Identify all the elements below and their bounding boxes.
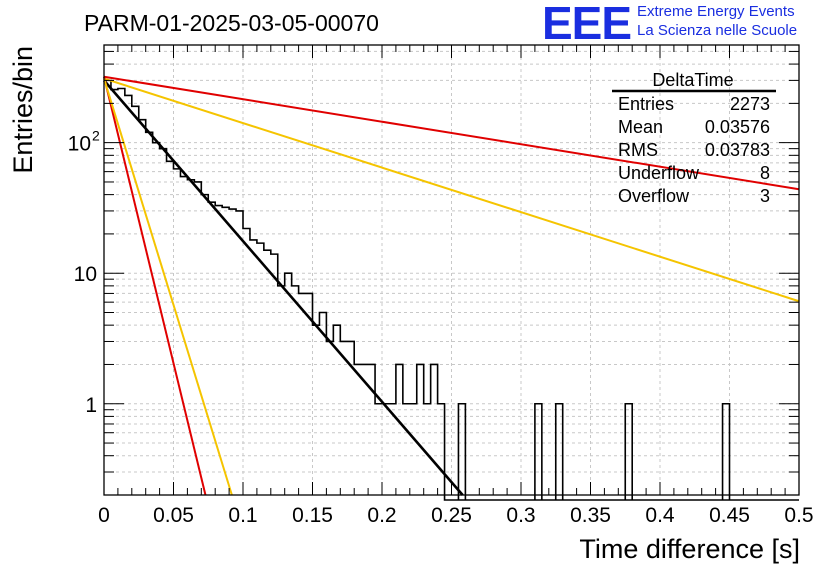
stats-row-label: Mean: [618, 117, 663, 137]
run-title: PARM-01-2025-03-05-00070: [84, 10, 379, 36]
y-tick-label: 10: [74, 263, 97, 286]
grid-layer: [104, 45, 799, 495]
fit-line: [103, 79, 464, 496]
stats-row-label: Underflow: [618, 163, 700, 183]
stats-row-label: Overflow: [618, 186, 690, 206]
x-tick-label: 0.1: [228, 504, 257, 527]
x-tick-label: 0.15: [292, 504, 333, 527]
logo-tagline-1: Extreme Energy Events: [637, 3, 795, 20]
fit-lines-layer: [103, 75, 800, 496]
histogram-bin: [624, 402, 633, 500]
y-tick-exponent: 2: [92, 128, 100, 144]
histogram-bin: [534, 402, 543, 500]
axis-ticks: [103, 45, 800, 496]
x-tick-label: 0.45: [709, 504, 750, 527]
stats-row-value: 8: [760, 163, 770, 183]
logo-tagline-2: La Scienza nelle Scuole: [637, 22, 798, 39]
x-tick-label: 0.05: [153, 504, 194, 527]
fit-line: [103, 77, 800, 303]
stats-row-value: 3: [760, 186, 770, 206]
stats-title: DeltaTime: [652, 70, 733, 90]
x-tick-label: 0.35: [570, 504, 611, 527]
x-tick-label: 0.2: [367, 504, 396, 527]
stats-row-value: 2273: [730, 94, 770, 114]
x-axis-title: Time difference [s]: [579, 534, 800, 564]
histogram-bin: [721, 402, 731, 500]
stats-row-value: 0.03783: [705, 140, 770, 160]
fit-line: [103, 76, 207, 496]
x-tick-label: 0.25: [431, 504, 472, 527]
histogram-bin: [457, 402, 467, 500]
y-tick-label: 10: [68, 133, 91, 156]
stats-row-value: 0.03576: [705, 117, 770, 137]
stats-row-label: Entries: [618, 94, 674, 114]
fit-line: [103, 75, 800, 191]
stats-rows: Entries 2273 Mean 0.03576 RMS 0.03783Underflo…: [618, 94, 770, 206]
fit-line: [103, 78, 233, 496]
y-tick-label: 1: [85, 394, 97, 417]
x-tick-label: 0.4: [645, 504, 675, 527]
histogram-bin: [554, 402, 564, 500]
x-tick-label: 0.5: [784, 504, 813, 527]
x-tick-label: 0: [98, 504, 110, 527]
eee-logo-mark: EEE: [542, 0, 632, 49]
x-tick-label: 0.3: [506, 504, 535, 527]
x-tick-labels: 0 0.05 0.1 0.15 0.2 0.25 0.3 0.35 0.4 0.45 0.5: [98, 504, 813, 527]
y-axis-title: Entries/bin: [8, 46, 38, 174]
stats-box: DeltaTime Entries 2273 Mean 0.03576 RMS 0.037…: [612, 70, 776, 206]
stats-row-label: RMS: [618, 140, 658, 160]
